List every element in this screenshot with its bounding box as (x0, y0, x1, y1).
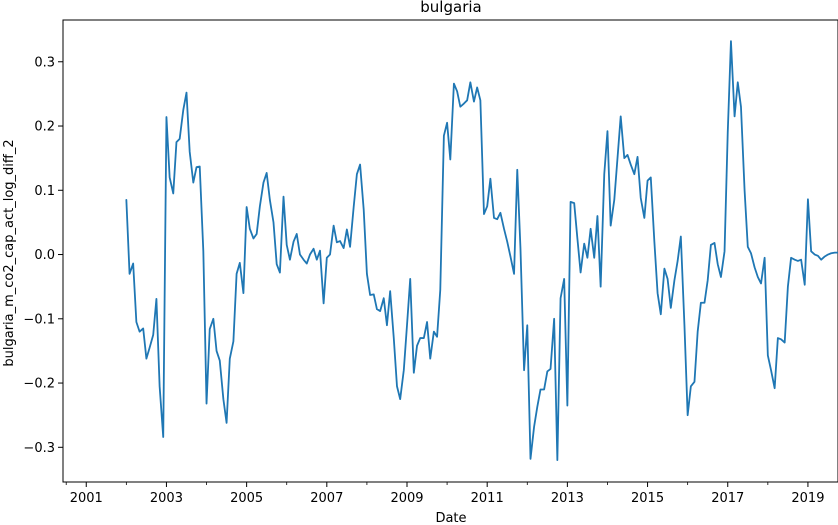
x-tick-label: 2003 (150, 491, 183, 506)
x-tick-label: 2011 (471, 491, 504, 506)
y-tick-label: −0.3 (23, 441, 55, 456)
x-tick-label: 2007 (310, 491, 343, 506)
x-axis-ticks: 2001 2003 2005 2007 2009 2011 2013 2015 2017 2019 (65, 482, 824, 506)
y-tick-label: 0.3 (34, 55, 55, 70)
x-tick-label: 2001 (70, 491, 103, 506)
y-tick-label: 0.1 (34, 184, 55, 199)
y-tick-label: 0.0 (34, 248, 55, 263)
x-tick-label: 2009 (390, 491, 423, 506)
x-tick-label: 2017 (711, 491, 744, 506)
y-axis-label: bulgaria_m_co2_cap_act_log_diff_2 (2, 139, 17, 366)
y-tick-label: −0.2 (23, 377, 55, 392)
y-tick-label: 0.2 (34, 120, 55, 135)
y-axis-ticks: −0.3 −0.2 −0.1 0.0 0.1 0.2 0.3 (23, 55, 63, 456)
x-tick-label: 2005 (230, 491, 263, 506)
plot-frame (62, 19, 838, 483)
x-tick-label: 2013 (551, 491, 584, 506)
chart-title: bulgaria (420, 0, 481, 16)
x-tick-label: 2019 (791, 491, 824, 506)
x-tick-label: 2015 (631, 491, 664, 506)
series-line (125, 40, 838, 462)
x-axis-label: Date (435, 511, 466, 525)
y-tick-label: −0.1 (23, 312, 55, 327)
